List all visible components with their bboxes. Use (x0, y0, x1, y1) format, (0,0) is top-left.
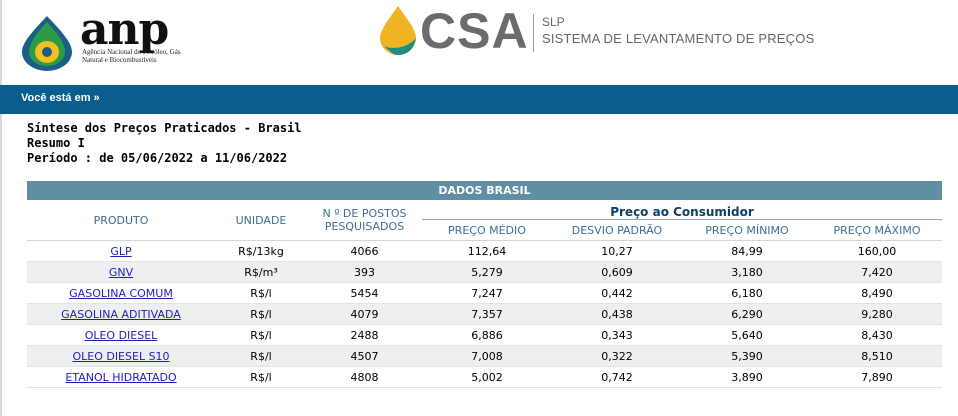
cell-produto: GLP (27, 240, 215, 262)
report-subtitle: Resumo I (27, 136, 85, 150)
report-header: Síntese dos Preços Praticados - Brasil R… (27, 121, 302, 166)
cell-produto: GASOLINA COMUM (27, 282, 215, 304)
col-header-maximo: PREÇO MÁXIMO (812, 219, 942, 241)
cell-produto: OLEO DIESEL S10 (27, 345, 215, 367)
cell-postos: 2488 (307, 324, 422, 346)
cell-desvio: 0,343 (552, 324, 682, 346)
anp-logo[interactable]: anp Agência Nacional do Petróleo, Gás Na… (20, 4, 181, 75)
product-link[interactable]: GNV (108, 265, 134, 279)
col-header-minimo: PREÇO MÍNIMO (682, 219, 812, 241)
cell-postos: 5454 (307, 282, 422, 304)
cell-medio: 5,002 (422, 366, 552, 388)
col-header-desvio: DESVIO PADRÃO (552, 219, 682, 241)
csa-wordmark: CSA (420, 3, 529, 59)
product-link[interactable]: OLEO DIESEL (84, 328, 158, 342)
cell-minimo: 84,99 (682, 240, 812, 262)
cell-maximo: 8,510 (812, 345, 942, 367)
cell-medio: 6,886 (422, 324, 552, 346)
cell-unidade: R$/l (215, 366, 307, 388)
cell-desvio: 10,27 (552, 240, 682, 262)
cell-maximo: 8,490 (812, 282, 942, 304)
table-row: ETANOL HIDRATADO R$/l 4808 5,002 0,742 3… (27, 366, 942, 388)
header-divider (533, 14, 534, 52)
table-row: OLEO DIESEL S10 R$/l 4507 7,008 0,322 5,… (27, 345, 942, 367)
anp-drop-icon (22, 16, 72, 71)
report-period: Período : de 05/06/2022 a 11/06/2022 (27, 151, 288, 165)
cell-minimo: 3,180 (682, 261, 812, 283)
cell-postos: 4507 (307, 345, 422, 367)
cell-postos: 4079 (307, 303, 422, 325)
cell-maximo: 8,430 (812, 324, 942, 346)
breadcrumb[interactable]: Você está em » (21, 92, 100, 104)
cell-minimo: 6,290 (682, 303, 812, 325)
cell-postos: 393 (307, 261, 422, 283)
table-row: GASOLINA ADITIVADA R$/l 4079 7,357 0,438… (27, 303, 942, 325)
nav-bar: Você está em » (0, 85, 958, 114)
table-row: GLP R$/13kg 4066 112,64 10,27 84,99 160,… (27, 240, 942, 262)
cell-unidade: R$/l (215, 324, 307, 346)
table-row: OLEO DIESEL R$/l 2488 6,886 0,343 5,640 … (27, 324, 942, 346)
cell-postos: 4808 (307, 366, 422, 388)
cell-minimo: 5,390 (682, 345, 812, 367)
cell-produto: GNV (27, 261, 215, 283)
prices-table: DADOS BRASIL PRODUTO UNIDADE N º DE POST… (27, 181, 942, 388)
product-link[interactable]: GASOLINA ADITIVADA (61, 307, 181, 321)
product-link[interactable]: ETANOL HIDRATADO (65, 370, 177, 384)
cell-unidade: R$/13kg (215, 240, 307, 262)
cell-medio: 7,247 (422, 282, 552, 304)
cell-desvio: 0,322 (552, 345, 682, 367)
anp-wordmark: anp (80, 4, 169, 55)
product-link[interactable]: OLEO DIESEL S10 (72, 349, 170, 363)
cell-desvio: 0,442 (552, 282, 682, 304)
col-header-produto: PRODUTO (27, 200, 215, 241)
cell-unidade: R$/l (215, 345, 307, 367)
cell-maximo: 7,420 (812, 261, 942, 283)
col-header-unidade: UNIDADE (215, 200, 307, 241)
cell-medio: 5,279 (422, 261, 552, 283)
cell-maximo: 160,00 (812, 240, 942, 262)
system-code: SLP (542, 15, 565, 29)
cell-postos: 4066 (307, 240, 422, 262)
product-link[interactable]: GLP (110, 244, 132, 258)
cell-produto: ETANOL HIDRATADO (27, 366, 215, 388)
cell-unidade: R$/m³ (215, 261, 307, 283)
csa-logo[interactable]: CSA (378, 3, 538, 60)
col-header-postos: N º DE POSTOS PESQUISADOS (307, 200, 422, 241)
cell-medio: 112,64 (422, 240, 552, 262)
cell-maximo: 9,280 (812, 303, 942, 325)
cell-minimo: 5,640 (682, 324, 812, 346)
cell-produto: GASOLINA ADITIVADA (27, 303, 215, 325)
cell-maximo: 7,890 (812, 366, 942, 388)
col-header-medio: PREÇO MÉDIO (422, 219, 552, 241)
csa-drop-icon (380, 6, 416, 55)
cell-minimo: 3,890 (682, 366, 812, 388)
group-header-preco-consumidor: Preço ao Consumidor (422, 200, 942, 220)
cell-unidade: R$/l (215, 303, 307, 325)
anp-subtitle: Agência Nacional do Petróleo, Gás Natura… (82, 48, 181, 64)
report-title: Síntese dos Preços Praticados - Brasil (27, 121, 302, 135)
cell-produto: OLEO DIESEL (27, 324, 215, 346)
cell-medio: 7,008 (422, 345, 552, 367)
table-band-title: DADOS BRASIL (27, 181, 942, 200)
cell-desvio: 0,438 (552, 303, 682, 325)
table-row: GASOLINA COMUM R$/l 5454 7,247 0,442 6,1… (27, 282, 942, 304)
system-name: SISTEMA DE LEVANTAMENTO DE PREÇOS (542, 31, 815, 46)
product-link[interactable]: GASOLINA COMUM (69, 286, 173, 300)
system-title: SLP SISTEMA DE LEVANTAMENTO DE PREÇOS (542, 14, 814, 48)
table-row: GNV R$/m³ 393 5,279 0,609 3,180 7,420 (27, 261, 942, 283)
cell-desvio: 0,609 (552, 261, 682, 283)
window-left-border (0, 0, 2, 416)
cell-minimo: 6,180 (682, 282, 812, 304)
cell-desvio: 0,742 (552, 366, 682, 388)
cell-unidade: R$/l (215, 282, 307, 304)
cell-medio: 7,357 (422, 303, 552, 325)
